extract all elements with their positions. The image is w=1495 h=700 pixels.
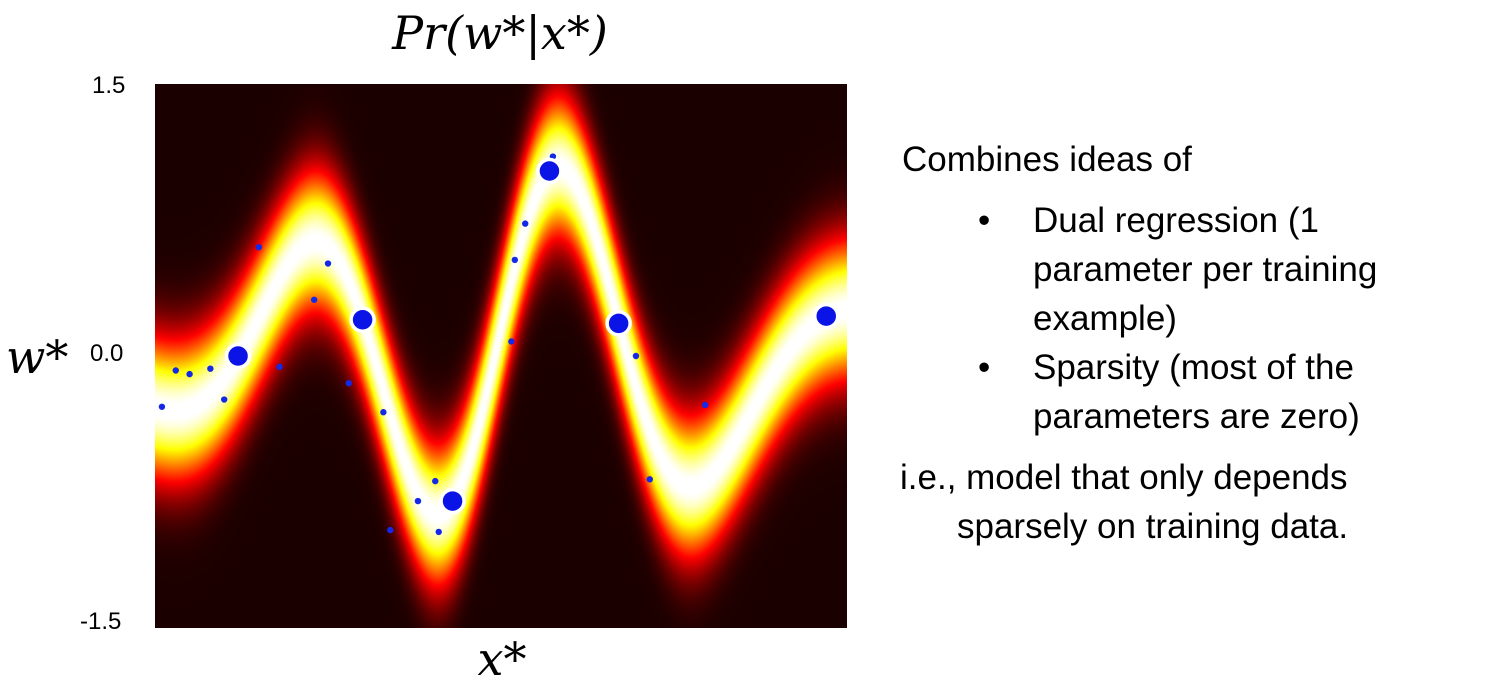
training-points: [158, 153, 709, 536]
training-point: [387, 526, 394, 534]
training-point: [310, 296, 318, 303]
bullet-icon: •: [978, 348, 991, 387]
sparse-points: [224, 157, 840, 515]
training-point: [207, 365, 214, 372]
training-point: [522, 220, 529, 227]
density-heatmap: [155, 84, 847, 628]
training-point: [158, 403, 166, 410]
bullet-line: example): [1033, 299, 1177, 338]
bullet-line: Dual regression (1: [1033, 201, 1319, 240]
y-axis-label: w*: [6, 330, 69, 384]
bullet-line: parameters are zero): [1033, 397, 1360, 436]
bullet-icon: •: [978, 201, 991, 240]
training-point: [508, 338, 515, 345]
training-point: [511, 256, 519, 264]
bullet-line: Sparsity (most of the: [1033, 348, 1354, 387]
sparse-point: [536, 157, 563, 185]
training-point: [172, 367, 179, 374]
training-point: [255, 244, 262, 251]
conclusion-line: i.e., model that only depends: [900, 458, 1348, 497]
training-point: [276, 363, 283, 371]
side-text: Combines ideas of • Dual regression (1 p…: [900, 135, 1490, 551]
chart-title: Pr(w*|x*): [392, 6, 608, 60]
bullet-item-sparsity: • Sparsity (most of the parameters are z…: [900, 343, 1490, 441]
bullet-line: parameter per training: [1033, 250, 1378, 289]
training-point: [701, 401, 709, 409]
training-point: [380, 409, 387, 416]
bullet-item-dual-regression: • Dual regression (1 parameter per train…: [900, 196, 1490, 343]
sparse-point: [349, 306, 376, 333]
plot-area: [155, 84, 847, 628]
y-tick-label-bottom: -1.5: [80, 608, 122, 635]
training-point: [324, 260, 332, 267]
conclusion-text: i.e., model that only depends sparsely o…: [900, 453, 1490, 551]
training-point: [632, 352, 640, 360]
sparse-point: [439, 487, 466, 515]
training-point: [414, 497, 422, 505]
training-point: [432, 477, 439, 485]
intro-text: Combines ideas of: [902, 140, 1192, 179]
sparse-point: [812, 302, 840, 330]
y-tick-label-middle: 0.0: [90, 340, 124, 367]
y-tick-label-top: 1.5: [92, 72, 126, 99]
sparse-point: [224, 342, 252, 370]
sparse-point: [605, 310, 632, 337]
training-point: [435, 528, 442, 536]
x-axis-label: x*: [477, 632, 527, 686]
conclusion-line: sparsely on training data.: [957, 507, 1349, 546]
training-point: [221, 396, 228, 403]
training-point: [646, 476, 653, 483]
training-point: [345, 380, 352, 387]
training-point: [186, 370, 193, 378]
